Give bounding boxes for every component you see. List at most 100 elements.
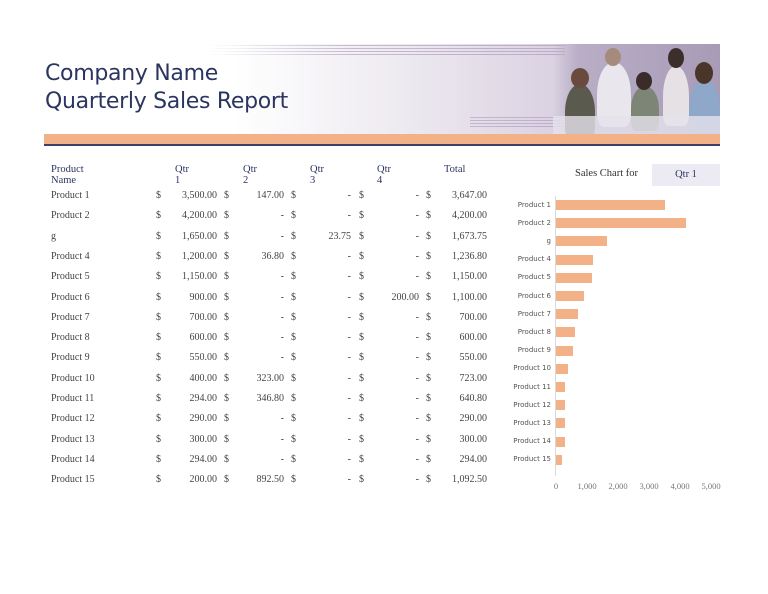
currency-symbol: $ — [291, 433, 296, 445]
currency-symbol: $ — [359, 474, 364, 486]
currency-symbol: $ — [224, 271, 229, 283]
product-name-cell: Product 15 — [51, 474, 95, 486]
table-row: Product 7 $700.00 $ - $ - $ - $700.00 — [44, 312, 494, 332]
q4-value-cell: 200.00 — [391, 291, 420, 303]
currency-symbol: $ — [156, 453, 161, 465]
currency-symbol: $ — [156, 474, 161, 486]
currency-symbol: $ — [426, 190, 431, 201]
total-value-cell: 4,200.00 — [452, 210, 487, 222]
q1-value-cell: 900.00 — [189, 291, 218, 303]
x-axis-tick: 5,000 — [701, 481, 721, 491]
currency-symbol: $ — [359, 372, 364, 384]
header-decor-stripes-lower — [470, 117, 580, 127]
currency-symbol: $ — [156, 210, 161, 222]
chart-bar — [556, 200, 665, 210]
total-value-cell: 1,673.75 — [452, 230, 487, 242]
x-axis-tick: 2,000 — [608, 481, 628, 491]
currency-symbol: $ — [224, 474, 229, 486]
q1-value-cell: 290.00 — [189, 413, 218, 425]
currency-symbol: $ — [359, 433, 364, 445]
q2-value-cell: - — [280, 332, 284, 344]
table-row: Product 5 $1,150.00 $ - $ - $ - $1,150.00 — [44, 271, 494, 291]
team-photo — [553, 44, 720, 134]
chart-bar — [556, 436, 566, 447]
q4-value-cell: - — [415, 352, 419, 364]
chart-bar — [556, 291, 584, 301]
header-decor-stripes — [205, 45, 565, 57]
currency-symbol: $ — [426, 372, 431, 384]
q2-value-cell: - — [280, 311, 284, 323]
currency-symbol: $ — [291, 250, 296, 262]
currency-symbol: $ — [224, 250, 229, 262]
total-value-cell: 640.80 — [459, 393, 488, 404]
currency-symbol: $ — [291, 311, 296, 323]
currency-symbol: $ — [426, 352, 431, 364]
chart-bar — [556, 363, 569, 374]
table-row: Product 9 $550.00 $ - $ - $ - $550.00 — [44, 352, 494, 372]
chart-bar — [556, 345, 574, 356]
q2-value-cell: 147.00 — [256, 190, 285, 201]
currency-symbol: $ — [224, 413, 229, 425]
q1-value-cell: 550.00 — [189, 352, 218, 364]
column-header-qtr-4: Qtr 4 — [377, 164, 391, 186]
currency-symbol: $ — [156, 332, 161, 344]
column-header-qtr-2: Qtr 2 — [243, 164, 257, 186]
q3-value-cell: - — [347, 372, 351, 384]
q2-value-cell: 323.00 — [256, 372, 285, 384]
q1-value-cell: 294.00 — [189, 453, 218, 465]
currency-symbol: $ — [291, 271, 296, 283]
product-name-cell: Product 1 — [51, 190, 90, 201]
q4-value-cell: - — [415, 271, 419, 283]
accent-bar — [44, 134, 720, 144]
table-row: Product 2 $4,200.00 $ - $ - $ - $4,200.00 — [44, 210, 494, 230]
q3-value-cell: - — [347, 474, 351, 486]
bar-label: Product 12 — [513, 400, 551, 409]
q1-value-cell: 700.00 — [189, 311, 218, 323]
q4-value-cell: - — [415, 453, 419, 465]
report-title: Company Name Quarterly Sales Report — [45, 60, 288, 116]
currency-symbol: $ — [224, 291, 229, 303]
bar-label: Product 13 — [513, 418, 551, 427]
currency-symbol: $ — [291, 474, 296, 486]
q4-value-cell: - — [415, 372, 419, 384]
bar-label: Product 15 — [513, 455, 551, 464]
bar-label: Product 9 — [517, 346, 551, 355]
bar-label: Product 2 — [517, 218, 551, 227]
product-name-cell: g — [51, 230, 56, 242]
q2-value-cell: - — [280, 352, 284, 364]
company-name: Company Name — [45, 61, 218, 86]
q3-value-cell: - — [347, 210, 351, 222]
chart-title: Sales Chart for — [575, 168, 638, 179]
q1-value-cell: 1,150.00 — [182, 271, 217, 283]
q3-value-cell: - — [347, 271, 351, 283]
bar-label: Product 6 — [517, 291, 551, 300]
currency-symbol: $ — [291, 291, 296, 303]
product-name-cell: Product 7 — [51, 311, 90, 323]
currency-symbol: $ — [224, 393, 229, 404]
quarter-selector[interactable]: Qtr 1 — [652, 164, 720, 186]
product-name-cell: Product 13 — [51, 433, 95, 445]
q3-value-cell: - — [347, 433, 351, 445]
q1-value-cell: 400.00 — [189, 372, 218, 384]
currency-symbol: $ — [291, 393, 296, 404]
table-row: Product 11 $294.00 $346.80 $ - $ - $640.80 — [44, 393, 494, 413]
total-value-cell: 600.00 — [459, 332, 488, 344]
bar-label: Product 8 — [517, 327, 551, 336]
currency-symbol: $ — [426, 393, 431, 404]
q4-value-cell: - — [415, 474, 419, 486]
q2-value-cell: - — [280, 413, 284, 425]
bar-label: Product 7 — [517, 309, 551, 318]
bar-label: Product 4 — [517, 255, 551, 264]
currency-symbol: $ — [156, 291, 161, 303]
table-row: Product 4 $1,200.00 $36.80 $ - $ - $1,236.80 — [44, 251, 494, 271]
q4-value-cell: - — [415, 190, 419, 201]
currency-symbol: $ — [224, 210, 229, 222]
q4-value-cell: - — [415, 433, 419, 445]
q4-value-cell: - — [415, 210, 419, 222]
currency-symbol: $ — [156, 190, 161, 201]
currency-symbol: $ — [426, 271, 431, 283]
column-header-product-name: Product Name — [51, 164, 84, 186]
currency-symbol: $ — [359, 291, 364, 303]
currency-symbol: $ — [359, 271, 364, 283]
currency-symbol: $ — [224, 190, 229, 201]
